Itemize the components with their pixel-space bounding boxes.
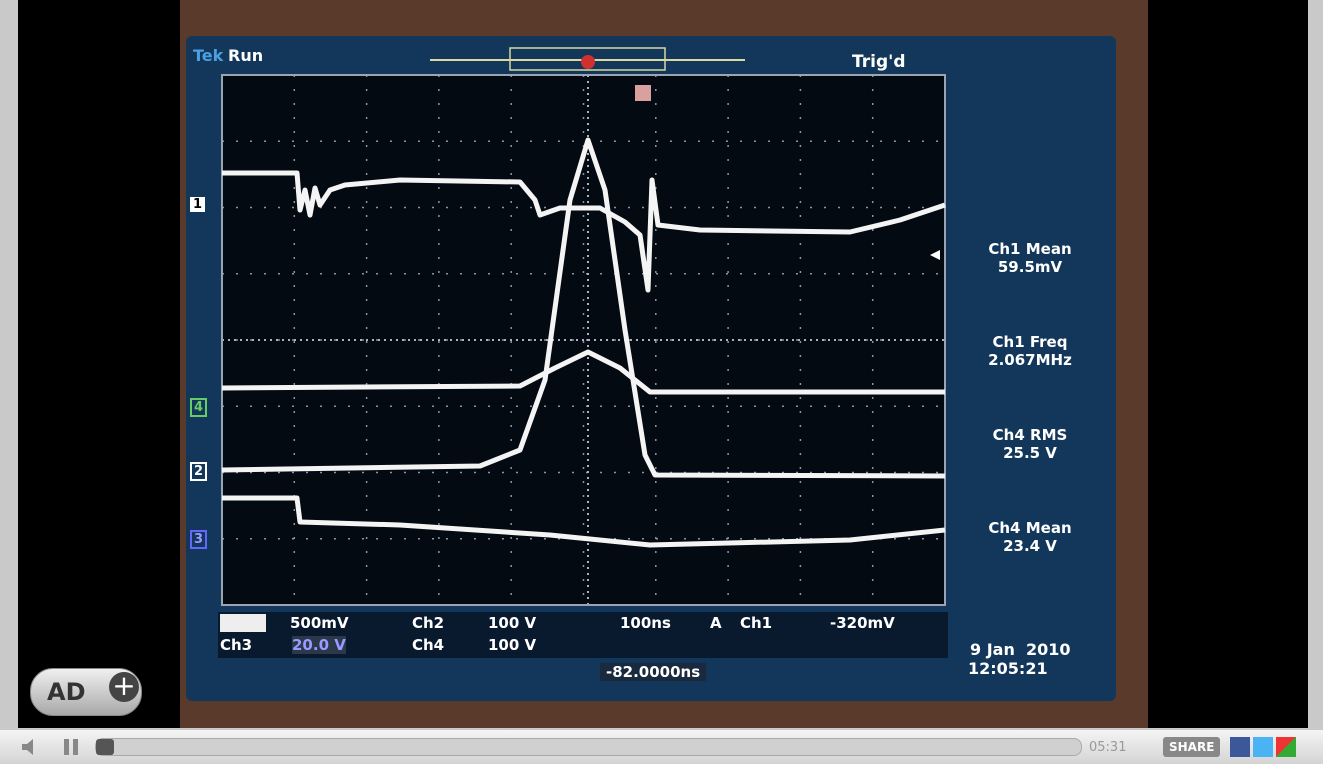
trigger-marker (581, 55, 595, 69)
measurement-value: 2.067MHz (988, 351, 1072, 369)
measurement-value: 59.5mV (997, 258, 1063, 276)
measurement: Ch1 Freq 2.067MHz (965, 333, 1095, 426)
measurement: Ch4 Mean 23.4 V (965, 519, 1095, 612)
ad-button[interactable]: AD + (30, 668, 142, 716)
ch4-marker: 4 (190, 398, 208, 417)
measurement: Ch1 Mean 59.5mV (965, 240, 1095, 333)
trigger-position: -82.0000ns (600, 663, 707, 681)
ch2-trace (221, 137, 946, 479)
waveforms (221, 137, 946, 548)
setting: Ch1 (740, 614, 773, 632)
ch3-trace (222, 495, 946, 548)
setting: 100ns (620, 614, 671, 632)
progress-bar[interactable] (95, 738, 1082, 756)
measurements: Ch1 Mean 59.5mV Ch1 Freq 2.067MHz Ch4 RMS 25.… (965, 240, 1095, 612)
trigger-level-marker (635, 85, 651, 101)
ch2-marker: 2 (190, 462, 208, 481)
setting: Ch2 (412, 614, 445, 632)
graticule-border (221, 74, 946, 606)
setting: -320mV (830, 614, 895, 632)
date: 9 Jan 2010 (970, 640, 1071, 659)
controls-icons (22, 739, 78, 755)
progress-fill (96, 739, 114, 755)
twitter-button[interactable] (1253, 737, 1273, 757)
record-window (509, 47, 666, 71)
setting: 500mV (290, 614, 349, 632)
share-button[interactable]: SHARE (1163, 737, 1221, 757)
setting: Ch4 (412, 636, 445, 654)
ch4-trace (221, 349, 945, 395)
brand: Tek (193, 46, 224, 65)
ad-plus: + (109, 672, 139, 702)
player-time: 05:31 (1089, 740, 1127, 755)
ch1-marker: 1 (190, 197, 206, 212)
setting: 100 V (488, 614, 537, 632)
other-share-button[interactable] (1276, 737, 1296, 757)
pause-left[interactable] (64, 739, 69, 755)
ad-label: AD (47, 678, 86, 706)
settings-panel (218, 612, 948, 658)
measure-marker (930, 250, 940, 260)
pause-right[interactable] (73, 739, 78, 755)
setting: A (710, 614, 722, 632)
setting: 20.0 V (292, 636, 346, 654)
measurement-name: Ch4 RMS (992, 426, 1068, 444)
volume-button[interactable] (22, 739, 33, 755)
setting: 100 V (488, 636, 537, 654)
trigger-status: Trig'd (852, 52, 906, 72)
ch1-trace (222, 170, 946, 293)
measurement-name: Ch1 Freq (992, 333, 1068, 351)
ch1-label-box (220, 614, 266, 632)
measurement-name: Ch1 Mean (988, 240, 1072, 258)
time: 12:05:21 (968, 659, 1048, 678)
acq-state: Run (228, 46, 264, 65)
ch3-marker: 3 (190, 530, 208, 549)
measurement-value: 25.5 V (1003, 444, 1057, 462)
setting: Ch3 (220, 636, 253, 654)
measurement-name: Ch4 Mean (988, 519, 1072, 537)
facebook-button[interactable] (1230, 737, 1250, 757)
measurement: Ch4 RMS 25.5 V (965, 426, 1095, 519)
measurement-value: 23.4 V (1003, 537, 1057, 555)
